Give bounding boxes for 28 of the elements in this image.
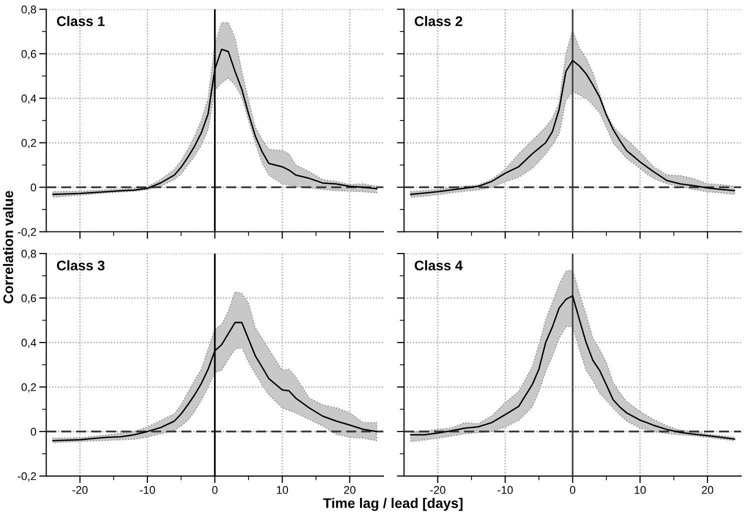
y-tick-label: 0,4 bbox=[22, 338, 36, 348]
y-tick-label: 0,6 bbox=[22, 50, 36, 60]
y-tick-label: 0,4 bbox=[22, 94, 36, 104]
y-tick-label: -0,2 bbox=[18, 228, 36, 238]
x-tick-label: 0 bbox=[212, 486, 218, 494]
chart-title: Class 4 bbox=[414, 260, 463, 270]
x-tick-label: -20 bbox=[72, 486, 88, 494]
x-tick-label: -20 bbox=[430, 486, 446, 494]
x-axis-title: Time lag / lead [days] bbox=[323, 498, 462, 511]
x-tick-label: 20 bbox=[702, 486, 714, 494]
y-tick-label: 0 bbox=[30, 428, 36, 436]
x-tick-label: 10 bbox=[276, 486, 288, 494]
y-tick-label: 0,8 bbox=[22, 250, 36, 259]
chart-title: Class 3 bbox=[56, 260, 105, 270]
y-tick-label: 0,2 bbox=[22, 383, 36, 392]
y-tick-label: 0,8 bbox=[22, 6, 36, 15]
chart-title: Class 2 bbox=[414, 16, 462, 26]
y-tick-label: 0,2 bbox=[22, 139, 36, 148]
x-tick-label: 10 bbox=[634, 486, 646, 494]
y-axis-title: Correlation value bbox=[2, 190, 14, 304]
x-tick-label: -10 bbox=[140, 486, 156, 494]
x-tick-label: 0 bbox=[570, 486, 576, 494]
chart-title: Class 1 bbox=[56, 16, 105, 26]
y-tick-label: 0 bbox=[30, 184, 36, 192]
x-tick-label: 20 bbox=[344, 486, 356, 494]
y-tick-label: -0,2 bbox=[18, 472, 36, 482]
y-tick-label: 0,6 bbox=[22, 294, 36, 304]
x-tick-label: -10 bbox=[498, 486, 513, 494]
